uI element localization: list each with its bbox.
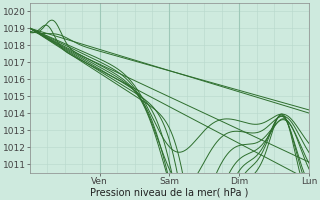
X-axis label: Pression niveau de la mer( hPa ): Pression niveau de la mer( hPa ) xyxy=(90,187,249,197)
